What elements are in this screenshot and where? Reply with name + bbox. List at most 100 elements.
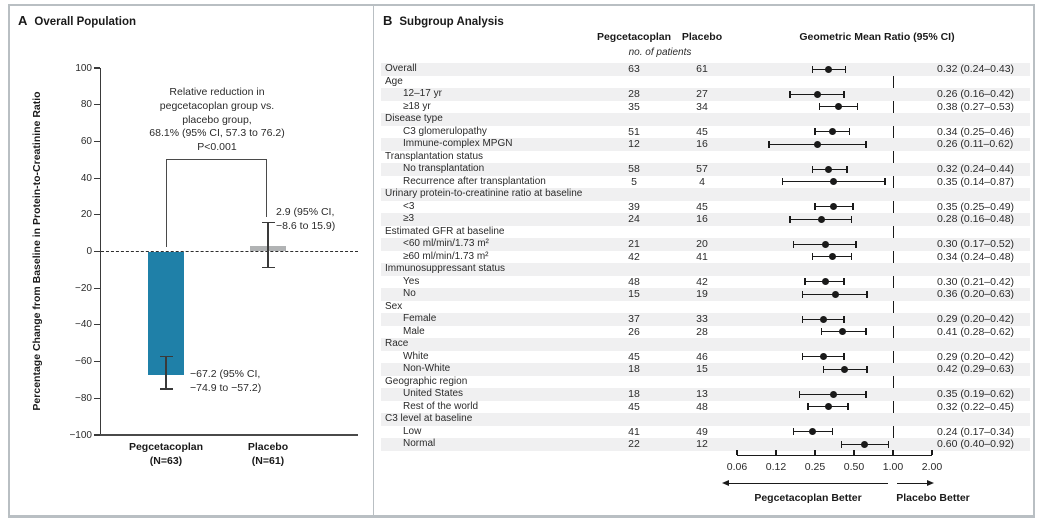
right-arrow-head-icon xyxy=(927,480,934,486)
ratio-ci-text: 0.29 (0.20–0.42) xyxy=(937,350,1015,363)
subgroup-row-label: ≥3 xyxy=(403,213,415,224)
pegcetacoplan-better-label: Pegcetacoplan Better xyxy=(754,492,862,504)
point-estimate-dot xyxy=(821,240,829,248)
panel-a-letter: A xyxy=(18,13,28,28)
ratio-ci-text: 0.38 (0.27–0.53) xyxy=(937,100,1015,113)
pegcetacoplan-count: 58 xyxy=(628,163,640,175)
point-estimate-dot xyxy=(835,103,843,111)
table-row-stripe xyxy=(381,113,1030,126)
ratio-axis-tick-label: 0.50 xyxy=(843,461,865,473)
table-row-stripe xyxy=(381,263,1030,276)
annotation-line: P<0.001 xyxy=(197,141,237,154)
y-tick-label: 60 xyxy=(80,135,92,147)
table-row-stripe xyxy=(381,238,1030,251)
ratio-ci-text: 0.60 (0.40–0.92) xyxy=(937,438,1015,450)
subgroup-row-label: White xyxy=(403,350,429,362)
error-bar-line xyxy=(267,222,269,268)
ci-cap-high xyxy=(850,253,853,261)
left-arrow-line xyxy=(728,483,888,485)
point-estimate-dot xyxy=(825,403,833,411)
subgroup-category-label: Age xyxy=(385,75,403,87)
pegcetacoplan-count: 51 xyxy=(628,125,640,138)
point-estimate-dot xyxy=(825,65,833,73)
annotation-line: 68.1% (95% CI, 57.3 to 76.2) xyxy=(149,127,285,140)
comparison-bracket-right xyxy=(266,159,268,217)
pegcetacoplan-count: 22 xyxy=(628,438,640,450)
panel-a-zero-line xyxy=(101,250,358,252)
ci-cap-low xyxy=(798,390,801,398)
ratio-ci-text: 0.35 (0.19–0.62) xyxy=(937,388,1015,400)
ratio-ci-text: 0.24 (0.17–0.34) xyxy=(937,425,1015,438)
point-estimate-dot xyxy=(828,253,836,261)
point-estimate-dot xyxy=(809,428,817,436)
comparison-bracket-horizontal xyxy=(166,159,267,161)
ratio-ci-text: 0.35 (0.25–0.49) xyxy=(937,200,1015,213)
ratio-axis-tick xyxy=(853,450,855,455)
ci-cap-low xyxy=(840,440,843,448)
value-label-line: −8.6 to 15.9) xyxy=(276,219,336,232)
ratio-ci-text: 0.32 (0.22–0.45) xyxy=(937,400,1015,413)
ci-cap-high xyxy=(843,315,845,323)
ci-cap-low xyxy=(814,128,816,136)
right-arrow-line xyxy=(897,483,928,485)
placebo-count: 13 xyxy=(696,388,708,400)
ratio-axis-tick xyxy=(892,450,894,455)
y-tick-mark xyxy=(94,177,100,179)
table-row-stripe xyxy=(381,288,1030,301)
ratio-ci-text: 0.26 (0.11–0.62) xyxy=(937,138,1014,150)
ratio-ci-text: 0.34 (0.25–0.46) xyxy=(937,125,1015,138)
y-tick-mark xyxy=(94,287,100,289)
ratio-ci-text: 0.30 (0.21–0.42) xyxy=(937,275,1015,288)
ratio-ci-text: 0.34 (0.24–0.48) xyxy=(937,250,1015,263)
error-bar-line xyxy=(165,356,167,389)
ci-cap-high xyxy=(843,353,845,361)
point-estimate-dot xyxy=(832,290,840,298)
ratio-ci-text: 0.26 (0.16–0.42) xyxy=(937,88,1015,100)
point-estimate-dot xyxy=(830,203,838,211)
subgroup-category-label: Urinary protein-to-creatinine ratio at b… xyxy=(385,188,583,199)
ci-cap-high xyxy=(847,403,849,411)
error-bar-cap-top xyxy=(261,221,275,224)
placebo-count: 15 xyxy=(696,363,708,375)
ratio-axis-tick xyxy=(931,450,933,455)
x-category-label: Pegcetacoplan (N=63) xyxy=(128,441,204,467)
subgroup-row-label: No xyxy=(403,288,416,299)
ci-cap-low xyxy=(820,328,823,336)
y-tick-label: 0 xyxy=(86,246,92,257)
table-row-stripe xyxy=(381,188,1030,201)
table-row-stripe xyxy=(381,63,1030,76)
pegcetacoplan-count: 18 xyxy=(628,363,640,375)
column-header-placebo: Placebo xyxy=(681,31,723,43)
placebo-count: 19 xyxy=(696,288,708,300)
pegcetacoplan-count: 21 xyxy=(628,238,640,250)
pegcetacoplan-count: 35 xyxy=(628,100,640,113)
subgroup-category-label: Immunosuppressant status xyxy=(385,263,506,274)
ci-cap-low xyxy=(818,103,821,111)
point-estimate-dot xyxy=(839,328,847,336)
point-estimate-dot xyxy=(819,353,827,361)
subgroup-row-label: Low xyxy=(403,425,422,437)
ratio-ci-text: 0.30 (0.17–0.52) xyxy=(937,238,1015,250)
y-tick-label: −80 xyxy=(75,392,92,404)
subgroup-category-label: Race xyxy=(385,338,409,349)
table-row-stripe xyxy=(381,88,1030,101)
ci-cap-low xyxy=(768,140,770,148)
placebo-count: 27 xyxy=(696,88,708,100)
y-tick-label: −20 xyxy=(75,282,92,294)
ci-cap-low xyxy=(801,353,804,361)
ratio-axis-tick-label: 0.06 xyxy=(726,461,748,473)
pegcetacoplan-count: 5 xyxy=(631,175,637,188)
ci-cap-low xyxy=(814,203,816,211)
ci-cap-high xyxy=(855,240,857,248)
ratio-axis-tick-label: 0.12 xyxy=(765,461,787,473)
placebo-count: 61 xyxy=(696,63,708,75)
relative-reduction-annotation: Relative reduction in pegcetacoplan grou… xyxy=(120,86,314,155)
table-row-stripe xyxy=(381,438,1030,451)
error-bar-cap-bottom xyxy=(159,388,173,390)
y-tick-label: −100 xyxy=(69,429,92,441)
pegcetacoplan-count: 28 xyxy=(628,88,640,100)
table-row-stripe xyxy=(381,213,1030,226)
panel-a-title: Overall Population xyxy=(34,16,136,28)
ci-cap-high xyxy=(865,328,867,336)
pegcetacoplan-count: 26 xyxy=(628,325,640,338)
